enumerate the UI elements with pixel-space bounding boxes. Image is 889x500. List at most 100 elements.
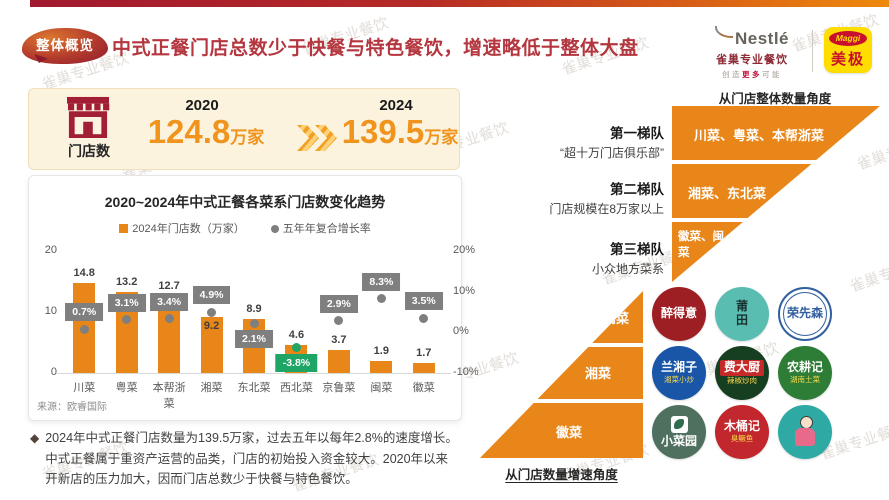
brand-logo: 费大厨 辣椒炒肉 (715, 346, 769, 400)
growth-rate-label: 2.9% (319, 294, 358, 313)
x-axis-category-label: 川菜 (73, 382, 96, 394)
brand-name: 莆 田 (735, 299, 748, 327)
pyramid-title: 从门店数量增速角度 (505, 468, 618, 482)
maggi-cn-label: 美极 (830, 51, 865, 68)
chart-legend: 2024年门店数（万家） 五年年复合增长率 (29, 220, 461, 236)
growth-rate-label: 0.7% (65, 303, 104, 322)
x-axis-category-label: 徽菜 (412, 382, 435, 394)
bar-value-label: 1.9 (373, 345, 389, 358)
maggi-wordmark: Maggi (829, 31, 867, 46)
growth-rate-dot (122, 315, 132, 325)
brand-name: 醉得意 (660, 306, 697, 321)
brand-logo-mark (670, 415, 688, 433)
brand-logo-grid: 醉得意 莆 田 荣先森兰湘子 湘菜小炒 费大厨 辣椒炒肉 农耕记 湖南土菜小菜园 木桶记 臭鳜鱼 (652, 287, 842, 463)
legend-bar-label: 2024年门店数（万家） (132, 223, 245, 235)
x-axis-category-label: 本帮浙菜 (152, 382, 186, 410)
bar (115, 292, 138, 373)
brand-subtitle: 湖南土菜 (790, 375, 820, 385)
page-title: 中式正餐门店总数少于快餐与特色餐饮，增速略低于整体大盘 (112, 38, 639, 59)
brand-logo (778, 405, 832, 459)
bar-value-label: 12.7 (158, 279, 180, 292)
insight-note: ◆ 2024年中式正餐门店数量为139.5万家，过去五年以每年2.8%的速度增长… (30, 428, 458, 490)
watermark-text: 雀巢专业餐饮 (847, 251, 889, 296)
nestle-wordmark: Nestlé (700, 26, 804, 49)
funnel-tier-content: 徽菜、闽菜 (678, 231, 724, 259)
growth-rate-label: -3.8% (275, 353, 318, 372)
bar-value-label: 8.9 (246, 302, 262, 315)
brand-name: 农耕记 (786, 360, 823, 375)
tier3-sub: 小众地方菜系 (591, 262, 664, 276)
brand-subtitle: 臭鳜鱼 (730, 434, 754, 444)
growth-rate-dot (249, 319, 259, 329)
growth-rate-label: 8.3% (362, 272, 401, 291)
funnel-tier-content: 湘菜、东北菜 (688, 186, 767, 201)
tier2-label: 第二梯队 (610, 182, 664, 197)
tier2-sub: 门店规模在8万家以上 (549, 202, 664, 216)
growth-rate-label: 3.4% (150, 292, 189, 311)
brand-logo: 莆 田 (715, 287, 769, 341)
y-axis-tick-left: 20 (44, 244, 57, 256)
growth-rate-dot (207, 307, 217, 317)
brand-logo: 小菜园 (652, 405, 706, 459)
growth-arrow-icon (297, 125, 341, 151)
growth-rate-label: 3.5% (404, 292, 443, 311)
growth-rate-dot (376, 294, 386, 304)
growth-rate-label: 2.1% (235, 329, 273, 348)
store-count-label: 门店数 (68, 143, 110, 159)
x-axis-category-label: 湘菜 (200, 382, 223, 394)
y-axis-tick-left: 10 (44, 305, 57, 317)
year-from: 2020 (185, 97, 219, 114)
brand-name: 荣先森 (786, 306, 823, 321)
bar (370, 361, 393, 373)
bar (200, 316, 223, 373)
growth-rate-dot (164, 314, 174, 323)
growth-rate-dot (79, 324, 89, 334)
pyramid-tier-label: 徽菜 (556, 425, 583, 440)
watermark-text: 雀巢专业餐饮 (854, 129, 889, 174)
legend-dot-swatch (270, 225, 279, 233)
chart-title: 2020~2024年中式正餐各菜系门店数变化趋势 (104, 194, 386, 210)
tier3-label: 第三梯队 (610, 242, 664, 257)
value-to: 139.5万家 (341, 113, 459, 150)
brand-name: 木桶记 (723, 419, 760, 434)
bar-value-label: 14.8 (73, 266, 95, 279)
funnel-tier-content: 川菜、粤菜、本帮浙菜 (694, 128, 825, 143)
nestle-cn-label: 雀巢专业餐饮 (716, 54, 788, 66)
brand-logo: 兰湘子 湘菜小炒 (652, 346, 706, 400)
x-axis-category-label: 粤菜 (115, 382, 138, 394)
y-axis-tick-left: 0 (50, 366, 57, 378)
trend-chart-card: 2020~2024年中式正餐各菜系门店数变化趋势 2024年门店数（万家） 五年年… (28, 175, 479, 421)
brand-name: 费大厨 (719, 360, 764, 377)
top-accent-bar (30, 0, 889, 7)
bar-value-label: 13.2 (115, 276, 138, 289)
bar (327, 350, 350, 373)
storefront-icon (65, 96, 111, 143)
chart-source: 来源：欧睿国际 (37, 402, 107, 413)
insight-note-text: 2024年中式正餐门店数量为139.5万家，过去五年以每年2.8%的速度增长。中… (45, 431, 458, 487)
y-axis-tick-right: 20% (453, 244, 476, 256)
brand-name: 小菜园 (660, 433, 697, 448)
growth-rate-dot (334, 316, 344, 326)
x-axis-category-label: 闽菜 (370, 382, 393, 394)
nestle-tagline: 创造更多可能 (722, 70, 782, 79)
y-axis-tick-right: -10% (453, 366, 479, 378)
legend-bar-swatch (119, 224, 129, 233)
maggi-logo: Maggi 美极 (824, 27, 872, 73)
growth-rate-dot (419, 313, 429, 323)
brand-logo: 荣先森 (778, 287, 832, 341)
bar (158, 295, 181, 373)
funnel-title: 从门店整体数量角度 (718, 92, 832, 106)
brand-subtitle: 辣椒炒肉 (727, 376, 757, 386)
growth-rate-label: 3.1% (107, 293, 146, 312)
bullet-icon: ◆ (30, 431, 40, 445)
brand-logo: 醉得意 (652, 287, 706, 341)
x-axis-category-label: 东北菜 (237, 382, 271, 394)
y-axis-tick-right: 0% (453, 325, 469, 338)
bar-value-label: 3.7 (331, 334, 347, 347)
section-badge: 整体概览 (22, 28, 108, 64)
nestle-logo: Nestlé 雀巢专业餐饮 创造更多可能 (700, 26, 804, 80)
value-from: 124.8万家 (147, 113, 265, 150)
year-to: 2024 (379, 97, 413, 114)
brand-logo: 木桶记 臭鳜鱼 (715, 405, 769, 459)
bar-value-label: 1.7 (416, 346, 432, 359)
